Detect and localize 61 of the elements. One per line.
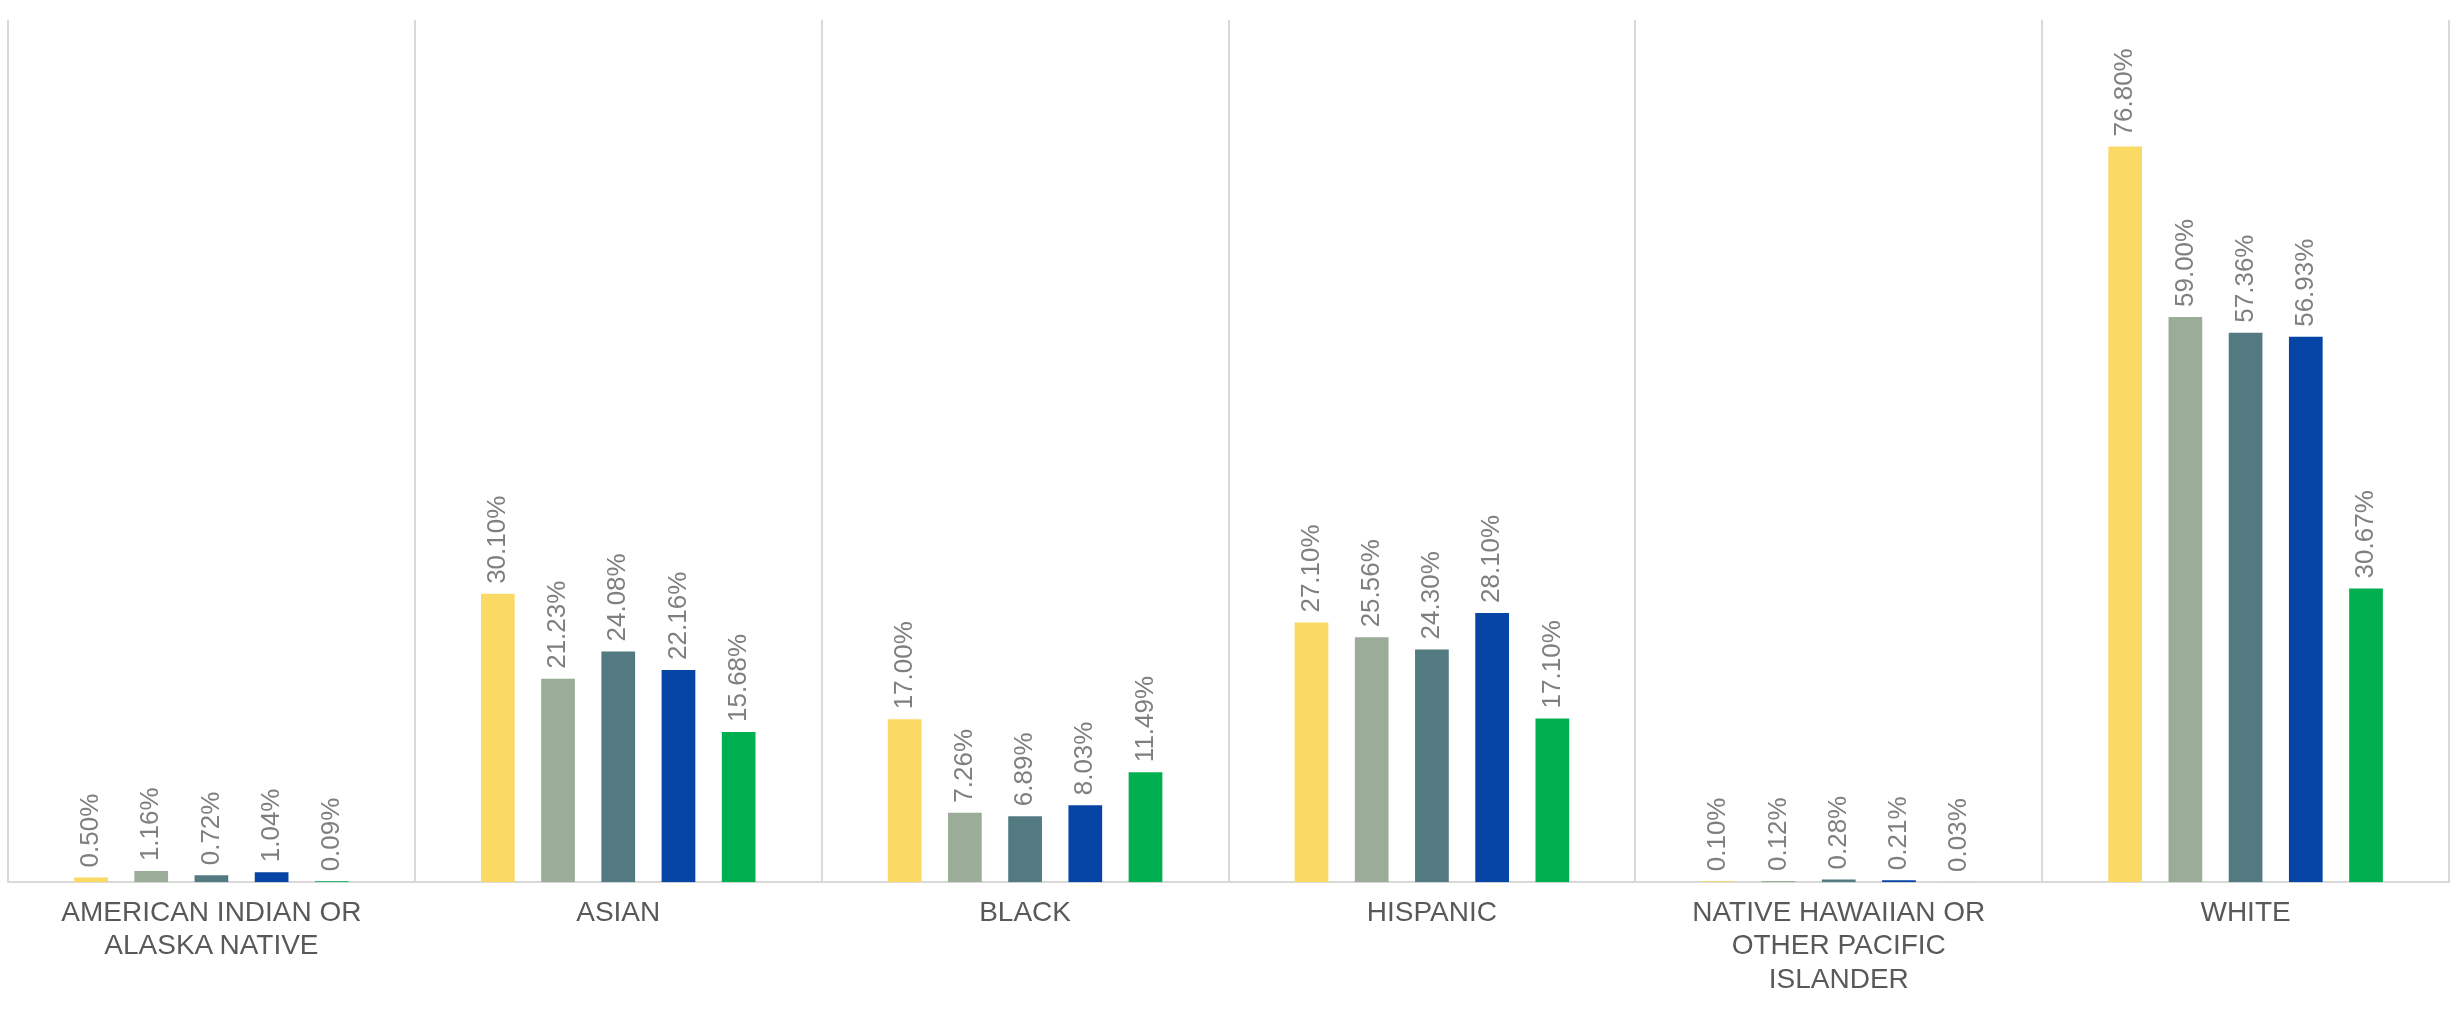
bar	[1008, 816, 1042, 883]
bar	[541, 678, 575, 883]
data-label: 30.10%	[481, 495, 511, 584]
bar	[1475, 613, 1509, 883]
bar	[1882, 880, 1916, 883]
data-label: 11.49%	[1128, 675, 1159, 763]
x-tick-label: HISPANIC	[1366, 895, 1497, 927]
data-label: 24.30%	[1415, 551, 1446, 640]
bar	[2349, 588, 2383, 883]
x-tick-label: ASIAN	[576, 895, 661, 927]
bar	[1535, 718, 1570, 883]
data-label: 17.10%	[1535, 620, 1566, 709]
data-label: 15.68%	[721, 633, 752, 722]
data-label: 28.10%	[1475, 514, 1506, 603]
data-label: 6.89%	[1008, 732, 1039, 807]
data-label: 7.26%	[948, 728, 979, 803]
bar	[134, 871, 169, 883]
bar	[1068, 805, 1103, 883]
bar	[194, 875, 229, 883]
data-label: 0.09%	[315, 797, 346, 872]
data-label: 1.04%	[254, 788, 285, 863]
bar	[74, 877, 108, 883]
data-label: 59.00%	[2168, 218, 2199, 307]
data-label: 0.12%	[1761, 797, 1792, 872]
bar	[2108, 146, 2143, 883]
data-label: 8.03%	[1068, 721, 1099, 796]
data-label: 0.21%	[1882, 796, 1913, 871]
data-label: 21.23%	[541, 580, 572, 669]
data-label: 56.93%	[2288, 238, 2319, 327]
bar	[480, 593, 515, 883]
data-label: 57.36%	[2228, 234, 2259, 323]
data-label: 22.16%	[661, 571, 692, 660]
bar	[2288, 336, 2323, 883]
bar	[2168, 316, 2203, 883]
data-label: 0.50%	[74, 793, 105, 868]
data-label: 0.03%	[1942, 798, 1973, 872]
bar	[601, 651, 636, 883]
data-label: 76.80%	[2108, 48, 2139, 137]
bar	[948, 812, 982, 883]
bar	[1354, 637, 1389, 883]
data-label: 24.08%	[601, 553, 632, 642]
bar	[1415, 649, 1449, 883]
data-label: 25.56%	[1354, 539, 1385, 628]
bar	[1294, 622, 1329, 883]
bar	[2228, 332, 2263, 883]
x-tick-label: AMERICAN INDIAN OR ALASKA NATIVE	[61, 895, 362, 961]
data-label: 17.00%	[887, 621, 918, 710]
x-tick-label: BLACK	[979, 895, 1072, 927]
bar	[254, 872, 289, 883]
bar	[661, 669, 696, 883]
bar	[721, 731, 756, 883]
data-label: 1.16%	[134, 787, 165, 862]
data-label: 27.10%	[1294, 524, 1325, 613]
data-label: 30.67%	[2349, 490, 2380, 579]
bar	[1128, 772, 1163, 883]
bar	[887, 719, 922, 883]
data-label: 0.28%	[1821, 795, 1852, 870]
x-tick-label: WHITE	[2200, 895, 2291, 927]
data-label: 0.72%	[194, 791, 225, 866]
x-tick-label: NATIVE HAWAIIAN OR OTHER PACIFIC ISLANDER	[1692, 895, 1986, 994]
data-label: 0.10%	[1701, 797, 1732, 872]
